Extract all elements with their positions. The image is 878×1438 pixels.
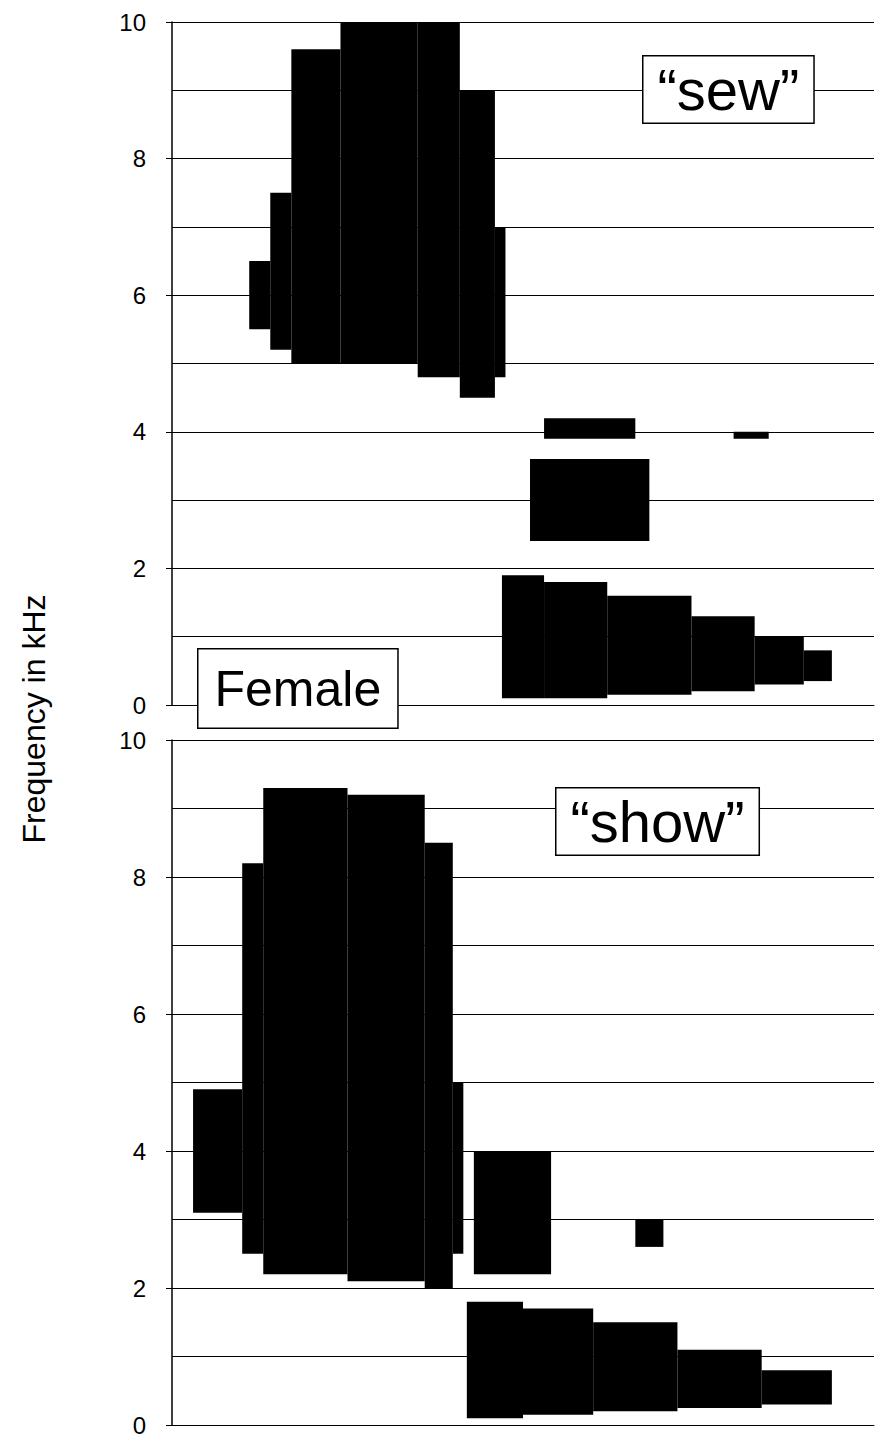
svg-text:4: 4 <box>133 1138 146 1165</box>
svg-text:0: 0 <box>133 692 146 719</box>
svg-text:4: 4 <box>133 418 146 445</box>
svg-text:2: 2 <box>133 555 146 582</box>
svg-text:10: 10 <box>119 727 146 754</box>
svg-text:Female: Female <box>215 661 382 717</box>
svg-text:0: 0 <box>133 1412 146 1438</box>
svg-text:“show”: “show” <box>571 789 745 854</box>
svg-text:6: 6 <box>133 282 146 309</box>
svg-text:Frequency in kHz: Frequency in kHz <box>16 595 52 844</box>
svg-text:8: 8 <box>133 145 146 172</box>
svg-text:8: 8 <box>133 864 146 891</box>
svg-text:10: 10 <box>119 9 146 36</box>
svg-text:“sew”: “sew” <box>658 57 800 122</box>
svg-text:6: 6 <box>133 1001 146 1028</box>
svg-text:2: 2 <box>133 1275 146 1302</box>
